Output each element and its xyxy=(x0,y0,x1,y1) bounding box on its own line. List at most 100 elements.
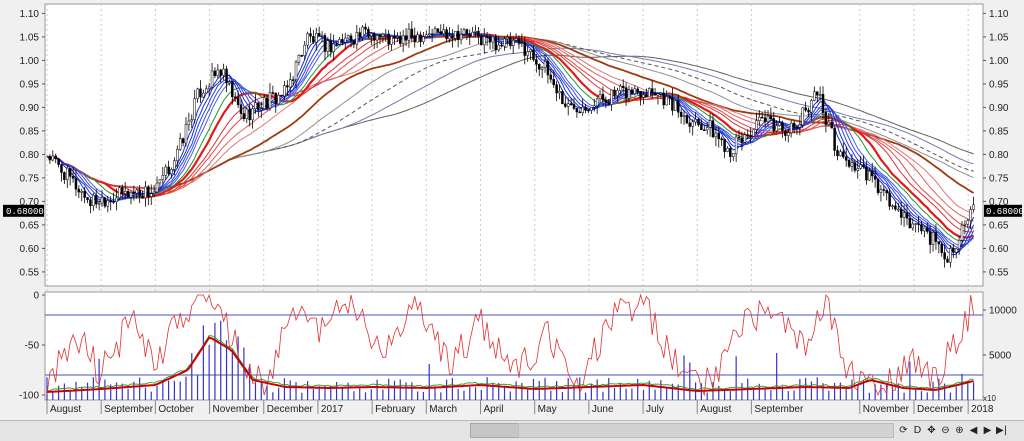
scroll-right-icon[interactable]: ▶ xyxy=(983,424,992,436)
volume-bar xyxy=(411,382,413,400)
candle-body xyxy=(94,194,98,205)
candle-body xyxy=(859,164,862,169)
candle-body xyxy=(743,134,747,143)
candle-body xyxy=(262,97,266,110)
candle-body xyxy=(413,36,416,43)
volume-bar xyxy=(347,382,349,400)
candle-body xyxy=(448,35,451,40)
toolbar-icons: ⟳ D ✥ ⊖ ⊕ ◀ ▶ ▶| xyxy=(898,422,1007,438)
volume-bar xyxy=(920,391,923,400)
scroll-left-icon[interactable]: ◀ xyxy=(969,424,978,436)
candle-body xyxy=(558,91,561,94)
candle-body xyxy=(80,191,83,193)
volume-bar xyxy=(770,390,772,400)
candle-body xyxy=(700,124,703,131)
candle-body xyxy=(787,132,790,136)
x-axis-label: 2018 xyxy=(971,404,994,415)
candle-body xyxy=(118,187,121,199)
candle-body xyxy=(853,162,857,171)
candle-body xyxy=(500,44,503,47)
candle-body xyxy=(277,94,280,105)
candle-body xyxy=(572,104,576,109)
volume-bar xyxy=(527,389,529,400)
candle-body xyxy=(836,150,839,157)
candle-body xyxy=(471,31,474,37)
candle-body xyxy=(665,96,668,106)
candle-body xyxy=(868,170,871,181)
volume-bar xyxy=(619,383,621,400)
zoom-out-icon[interactable]: ⊖ xyxy=(941,424,950,436)
volume-bar xyxy=(781,386,784,400)
candle-body xyxy=(850,162,854,167)
candle-body xyxy=(74,177,78,190)
volume-bar xyxy=(776,353,778,400)
volume-bar xyxy=(405,382,407,400)
candle-body xyxy=(833,127,836,151)
candle-body xyxy=(708,120,712,128)
candle-body xyxy=(268,92,272,109)
candle-body xyxy=(280,94,283,97)
price-tick-label: 1.00 xyxy=(20,56,40,67)
candle-body xyxy=(112,201,115,203)
volume-bar xyxy=(341,386,343,400)
candle-body xyxy=(633,88,637,95)
volume-bar xyxy=(723,390,726,400)
candle-body xyxy=(781,122,784,132)
volume-bar xyxy=(98,358,100,400)
candle-body xyxy=(636,88,639,92)
volume-bar xyxy=(833,382,836,400)
price-tick-label: 0.90 xyxy=(989,103,1009,114)
candle-body xyxy=(549,74,553,80)
volume-bar xyxy=(631,388,633,400)
refresh-icon[interactable]: ⟳ xyxy=(899,424,908,436)
volume-bar xyxy=(799,378,801,400)
candle-body xyxy=(126,191,130,198)
candle-body xyxy=(54,155,57,160)
candle-body xyxy=(320,35,324,37)
candle-body xyxy=(338,39,341,45)
candle-body xyxy=(653,92,657,96)
candle-body xyxy=(561,91,564,105)
candle-body xyxy=(598,94,602,100)
volume-bar xyxy=(295,382,297,400)
scroll-end-icon[interactable]: ▶| xyxy=(996,424,1008,436)
candle-body xyxy=(737,136,741,139)
scrollbar-thumb[interactable] xyxy=(470,423,520,438)
candle-body xyxy=(300,55,304,57)
candle-body xyxy=(364,26,367,30)
candle-body xyxy=(335,43,338,46)
candle-body xyxy=(839,151,842,157)
volume-bar xyxy=(573,385,575,400)
last-price-label-left: 0.68000 xyxy=(6,207,44,217)
candle-body xyxy=(650,88,654,94)
draw-icon[interactable]: D xyxy=(913,424,922,436)
candle-body xyxy=(181,138,185,144)
candle-body xyxy=(911,223,915,229)
candle-body xyxy=(873,175,877,180)
zoom-in-icon[interactable]: ⊕ xyxy=(955,424,964,436)
candle-body xyxy=(514,38,518,41)
candle-body xyxy=(138,189,141,197)
candle-body xyxy=(384,33,388,36)
volume-bar xyxy=(683,355,685,400)
candle-body xyxy=(569,103,573,105)
candle-body xyxy=(410,28,414,38)
volume-bar xyxy=(874,384,876,400)
candle-body xyxy=(257,102,260,111)
candle-body xyxy=(740,137,744,143)
volume-bar xyxy=(590,383,592,400)
candle-body xyxy=(807,109,810,113)
candle-body xyxy=(645,94,648,98)
candle-body xyxy=(627,89,631,99)
horizontal-scrollbar[interactable] xyxy=(518,423,894,438)
move-icon[interactable]: ✥ xyxy=(927,424,936,436)
volume-bar xyxy=(857,386,859,400)
price-tick-label: 0.80 xyxy=(20,150,40,161)
volume-bar xyxy=(741,383,743,400)
volume-bar xyxy=(944,383,946,400)
candle-body xyxy=(283,85,286,97)
candle-body xyxy=(199,88,202,98)
candle-body xyxy=(92,194,95,207)
x-axis-label: October xyxy=(158,404,194,415)
candle-body xyxy=(755,120,758,130)
